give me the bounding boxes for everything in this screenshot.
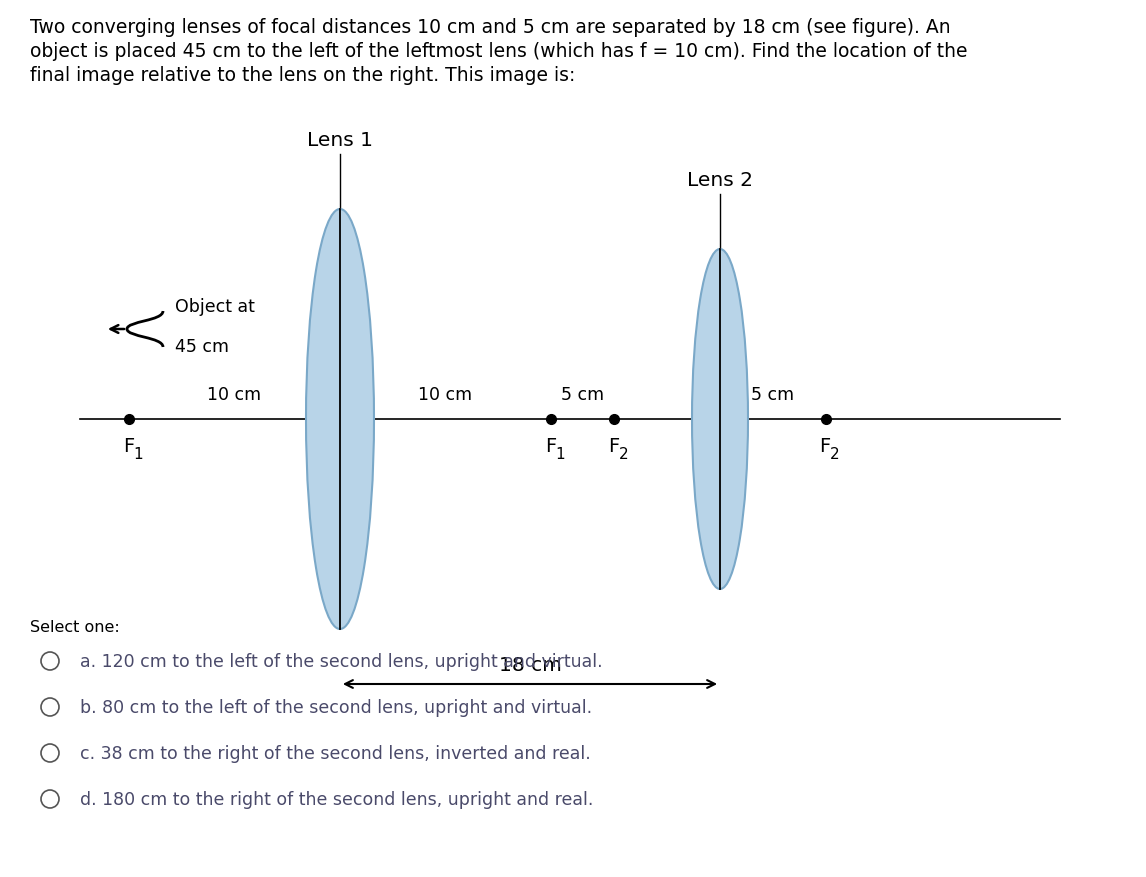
Text: final image relative to the lens on the right. This image is:: final image relative to the lens on the … [30, 66, 575, 85]
Ellipse shape [306, 210, 374, 630]
Text: d. 180 cm to the right of the second lens, upright and real.: d. 180 cm to the right of the second len… [80, 790, 594, 808]
Text: F: F [819, 437, 831, 455]
Text: F: F [123, 437, 134, 455]
Text: a. 120 cm to the left of the second lens, upright and virtual.: a. 120 cm to the left of the second lens… [80, 652, 603, 670]
Text: Two converging lenses of focal distances 10 cm and 5 cm are separated by 18 cm (: Two converging lenses of focal distances… [30, 18, 951, 37]
Text: Object at: Object at [175, 297, 254, 316]
Text: 2: 2 [619, 446, 628, 461]
Ellipse shape [692, 250, 748, 589]
Text: 1: 1 [555, 446, 565, 461]
Text: 10 cm: 10 cm [418, 386, 472, 403]
Text: F: F [609, 437, 620, 455]
Text: 45 cm: 45 cm [175, 338, 229, 355]
Text: c. 38 cm to the right of the second lens, inverted and real.: c. 38 cm to the right of the second lens… [80, 745, 590, 762]
Text: 5 cm: 5 cm [562, 386, 604, 403]
Text: Select one:: Select one: [30, 619, 119, 634]
Text: b. 80 cm to the left of the second lens, upright and virtual.: b. 80 cm to the left of the second lens,… [80, 698, 592, 717]
Text: Lens 1: Lens 1 [307, 131, 372, 150]
Text: 5 cm: 5 cm [752, 386, 794, 403]
Text: object is placed 45 cm to the left of the leftmost lens (which has f = 10 cm). F: object is placed 45 cm to the left of th… [30, 42, 967, 61]
Text: 18 cm: 18 cm [499, 655, 562, 674]
Text: 10 cm: 10 cm [207, 386, 261, 403]
Text: 2: 2 [830, 446, 839, 461]
Text: F: F [545, 437, 556, 455]
Text: Lens 2: Lens 2 [686, 171, 753, 189]
Text: 1: 1 [133, 446, 142, 461]
